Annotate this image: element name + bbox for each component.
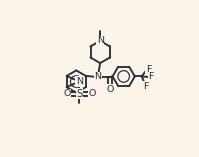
Text: N: N [97,36,104,45]
Text: F: F [146,65,151,74]
Text: O: O [88,89,96,98]
Text: N: N [76,77,83,86]
Text: O: O [106,85,113,94]
Text: F: F [143,81,149,90]
Text: S: S [76,89,83,99]
Text: N: N [95,73,102,81]
Text: O: O [63,89,70,98]
Text: F: F [148,73,154,81]
